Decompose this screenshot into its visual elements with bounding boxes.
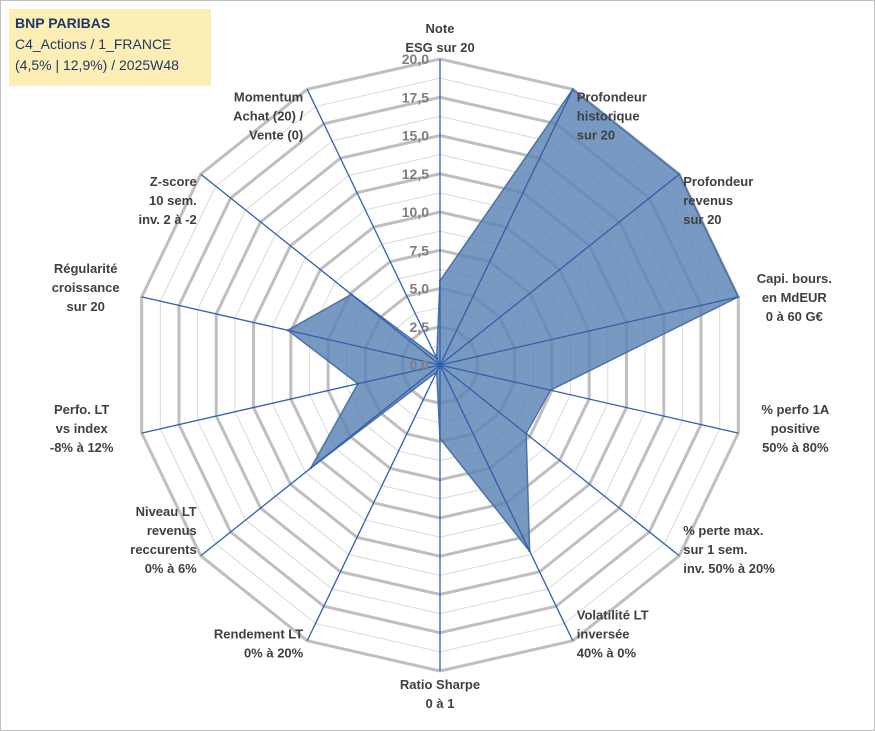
axis-label-line: Momentum bbox=[234, 89, 303, 104]
tick-label: 20,0 bbox=[402, 51, 429, 67]
axis-label-line: 0 à 1 bbox=[426, 696, 455, 711]
portfolio-name: C4_Actions / 1_FRANCE bbox=[15, 36, 172, 52]
radial-tick-labels: 0,0 2,5 5,0 7,5 10,0 12,5 15,0 17,5 20,0 bbox=[402, 51, 429, 373]
axis-label-2: Profondeur revenus sur 20 bbox=[683, 174, 753, 227]
axis-spoke-1 bbox=[439, 89, 574, 366]
axis-label-line: -8% à 12% bbox=[50, 440, 114, 455]
axis-label-line: Achat (20) / bbox=[233, 108, 303, 123]
axis-label-line: vs index bbox=[56, 421, 109, 436]
axis-label-line: inv. 50% à 20% bbox=[683, 561, 775, 576]
axis-label-line: revenus bbox=[683, 193, 733, 208]
axis-label-line: 50% à 80% bbox=[762, 440, 829, 455]
axis-label-line: 0 à 60 G€ bbox=[766, 309, 823, 324]
axis-label-3: Capi. bours. en MdEUR 0 à 60 G€ bbox=[757, 271, 832, 324]
axis-label-line: ESG sur 20 bbox=[405, 40, 474, 55]
axis-label-line: 10 sem. bbox=[149, 193, 197, 208]
axis-label-line: 40% à 0% bbox=[577, 646, 637, 661]
axis-label-line: Profondeur bbox=[577, 89, 647, 104]
axis-spoke-9 bbox=[200, 364, 441, 557]
axis-spoke-6 bbox=[439, 364, 574, 641]
axis-label-line: Profondeur bbox=[683, 174, 753, 189]
axis-label-line: inversée bbox=[577, 627, 630, 642]
axis-spoke-10 bbox=[141, 364, 441, 434]
series-area-score bbox=[286, 88, 740, 554]
axis-label-1: Profondeur historique sur 20 bbox=[577, 89, 647, 142]
axis-label-line: positive bbox=[771, 421, 820, 436]
axis-label-line: en MdEUR bbox=[762, 290, 828, 305]
tick-label: 10,0 bbox=[402, 204, 429, 220]
axis-label-line: 0% à 6% bbox=[145, 561, 197, 576]
tick-label: 7,5 bbox=[410, 242, 430, 258]
axis-spoke-12 bbox=[200, 173, 441, 366]
axis-spoke-5 bbox=[439, 364, 680, 557]
axis-label-line: historique bbox=[577, 108, 640, 123]
tick-label: 0,0 bbox=[410, 357, 430, 373]
axis-spoke-13 bbox=[306, 89, 441, 366]
axis-label-line: sur 20 bbox=[67, 299, 105, 314]
axis-label-line: sur 1 sem. bbox=[683, 542, 747, 557]
axis-label-0: Note ESG sur 20 bbox=[405, 21, 474, 55]
tick-label: 12,5 bbox=[402, 166, 429, 182]
axis-spoke-3 bbox=[439, 296, 739, 366]
axis-label-4: % perfo 1A positive 50% à 80% bbox=[761, 402, 830, 455]
axis-label-5: % perte max. sur 1 sem. inv. 50% à 20% bbox=[683, 523, 775, 576]
axis-spoke-11 bbox=[141, 296, 441, 366]
tick-label: 17,5 bbox=[402, 89, 429, 105]
axis-label-line: sur 20 bbox=[577, 127, 615, 142]
axis-label-line: Niveau LT bbox=[136, 504, 197, 519]
portfolio-stats: (4,5% | 12,9%) / 2025W48 bbox=[15, 57, 179, 73]
axis-label-line: revenus bbox=[147, 523, 197, 538]
axis-label-line: inv. 2 à -2 bbox=[138, 212, 196, 227]
axis-label-line: Z-score bbox=[150, 174, 197, 189]
axis-label-13: Momentum Achat (20) / Vente (0) bbox=[233, 89, 303, 142]
axis-label-11: Régularité croissance sur 20 bbox=[52, 261, 120, 314]
axis-spoke-4 bbox=[439, 364, 739, 434]
axis-label-line: Perfo. LT bbox=[54, 402, 109, 417]
axis-label-line: Note bbox=[426, 21, 455, 36]
axis-label-line: Capi. bours. bbox=[757, 271, 832, 286]
axis-label-9: Niveau LT revenus reccurents 0% à 6% bbox=[130, 504, 197, 576]
axis-label-line: Ratio Sharpe bbox=[400, 677, 480, 692]
axis-label-line: 0% à 20% bbox=[244, 646, 304, 661]
axis-label-10: Perfo. LT vs index -8% à 12% bbox=[50, 402, 114, 455]
axis-label-8: Rendement LT 0% à 20% bbox=[214, 627, 304, 661]
axis-spoke-2 bbox=[439, 173, 680, 366]
axis-label-line: croissance bbox=[52, 280, 120, 295]
axis-label-line: Vente (0) bbox=[249, 127, 303, 142]
company-name: BNP PARIBAS bbox=[15, 15, 111, 31]
tick-label: 15,0 bbox=[402, 128, 429, 144]
axis-label-line: % perfo 1A bbox=[761, 402, 830, 417]
axis-label-line: Volatilité LT bbox=[577, 608, 649, 623]
axis-label-6: Volatilité LT inversée 40% à 0% bbox=[577, 608, 649, 661]
axis-label-7: Ratio Sharpe 0 à 1 bbox=[400, 677, 480, 711]
tick-label: 5,0 bbox=[410, 281, 430, 297]
axis-spoke-8 bbox=[306, 364, 441, 641]
axis-label-line: Régularité bbox=[54, 261, 118, 276]
axis-labels: Note ESG sur 20 Profondeur historique sur 20… bbox=[50, 21, 832, 711]
axis-label-line: Rendement LT bbox=[214, 627, 303, 642]
chart-title-box: BNP PARIBAS C4_Actions / 1_FRANCE (4,5% … bbox=[9, 9, 211, 86]
tick-label: 2,5 bbox=[410, 319, 430, 335]
axis-label-line: % perte max. bbox=[683, 523, 763, 538]
axis-label-12: Z-score 10 sem. inv. 2 à -2 bbox=[138, 174, 196, 227]
axis-label-line: sur 20 bbox=[683, 212, 721, 227]
axis-label-line: reccurents bbox=[130, 542, 196, 557]
axis-spokes bbox=[141, 59, 739, 671]
